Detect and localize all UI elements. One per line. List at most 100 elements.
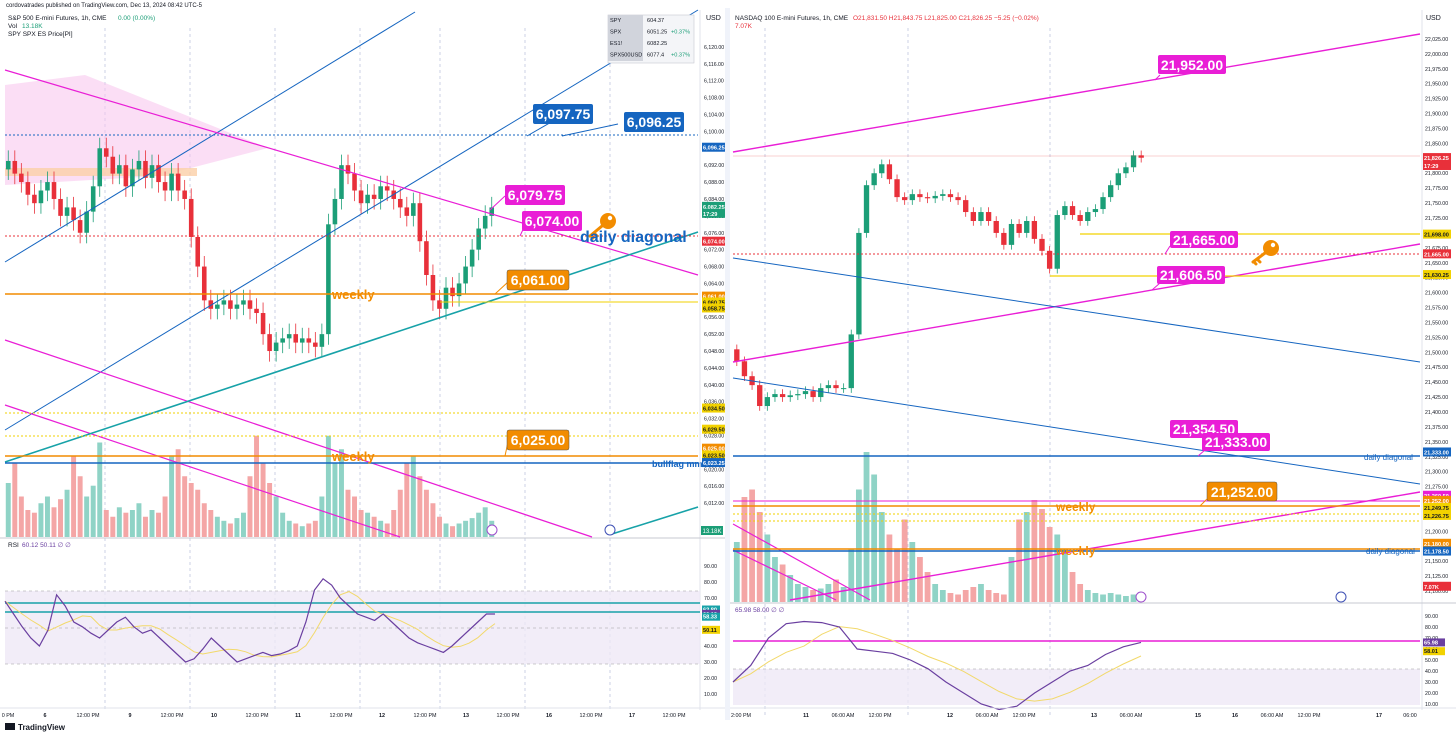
r-y-tick: 21,400.00 <box>1425 410 1448 416</box>
l-volume-bar <box>371 516 377 537</box>
left-key-icon <box>588 213 616 240</box>
l-volume-bar <box>443 523 449 537</box>
l-candle <box>469 249 475 267</box>
left-weekly-label-1: weekly <box>331 287 375 302</box>
l-y-tick: 6,116.00 <box>704 62 724 68</box>
l-y-tick: 6,012.00 <box>704 501 724 507</box>
l-volume-bar <box>234 518 240 537</box>
l-x-tick: 12:00 PM <box>413 713 437 719</box>
r-price-badge <box>1423 490 1451 500</box>
r-y-tick: 21,950.00 <box>1425 82 1448 88</box>
l-price-badge <box>702 291 726 301</box>
r-price-badge-label: 21,252.00 <box>1424 499 1449 505</box>
r-candle <box>1001 232 1007 245</box>
r-price-badge-label: 21,226.75 <box>1424 514 1449 520</box>
l-volume-bar <box>25 510 31 537</box>
r-rsi-tick: 20.00 <box>1425 691 1438 697</box>
right-daily-diagonal-label-1: daily diagonal <box>1364 453 1413 462</box>
l-volume-bar <box>280 512 286 537</box>
r-candle <box>741 361 748 377</box>
r-candle <box>802 391 809 395</box>
left-callout-6074-text: 6,074.00 <box>525 213 580 229</box>
r-candle <box>901 197 908 201</box>
l-price-badge <box>702 201 726 211</box>
l-price-badge-label: 17:29 <box>703 212 717 218</box>
r-candle <box>909 194 915 201</box>
tradingview-logo-text: TradingView <box>18 723 66 732</box>
publisher-caption: cordovatrades published on TradingView.c… <box>6 3 203 9</box>
l-y-tick: 6,016.00 <box>704 484 724 490</box>
r-candle <box>970 212 977 221</box>
l-volume-bar <box>391 510 397 537</box>
r-volume-bar <box>1069 572 1076 602</box>
r-candle <box>1092 209 1099 213</box>
l-volume-bar <box>352 496 358 537</box>
left-legend-title: S&P 500 E-mini Futures, 1h, CME <box>8 15 107 22</box>
r-rsi-tick: 40.00 <box>1425 669 1438 675</box>
r-volume-bar <box>1130 594 1137 602</box>
l-volume-bar <box>142 516 148 537</box>
l-price-badge <box>702 236 726 246</box>
left-watch-table: SPY 604.37 SPX 6051.25 +0.37% ES1! 6082.25 SPX5… <box>607 14 695 64</box>
l-volume-bar <box>260 462 266 537</box>
l-volume-bar <box>169 456 175 537</box>
l-price-badge <box>702 208 726 218</box>
right-callout-21606-text: 21,606.50 <box>1160 267 1222 283</box>
watch-table-symbol: SPX500USD <box>610 53 642 59</box>
r-y-tick: 21,325.00 <box>1425 455 1448 461</box>
r-price-badge <box>1423 495 1451 505</box>
r-y-tick: 21,300.00 <box>1425 470 1448 476</box>
l-volume-bar <box>208 510 214 537</box>
l-volume-bar <box>476 512 482 537</box>
l-y-tick: 6,076.00 <box>704 231 724 237</box>
r-candle <box>818 388 824 398</box>
r-rsi-badge-label: 58.01 <box>1424 649 1438 655</box>
r-volume-bar <box>863 452 870 602</box>
r-volume-bar <box>1039 509 1045 602</box>
r-y-tick: 21,350.00 <box>1425 440 1448 446</box>
r-y-tick: 21,525.00 <box>1425 335 1448 341</box>
r-candle <box>772 394 778 398</box>
r-candle <box>886 164 893 180</box>
l-x-tick: 12:00 PM <box>329 713 353 719</box>
right-callout-21252: 21,252.00 <box>1206 481 1278 502</box>
right-rsi-band <box>733 669 1420 705</box>
watch-table-value: 6051.25 <box>647 30 667 36</box>
right-weekly-label-2: weekly <box>1055 544 1096 558</box>
l-candle <box>319 334 325 347</box>
l-candle <box>162 182 168 191</box>
l-volume-bar <box>195 489 201 537</box>
r-x-tick: 2:00 PM <box>731 713 752 719</box>
r-candle <box>1115 173 1121 186</box>
l-volume-bar <box>103 510 109 537</box>
r-y-tick: 21,475.00 <box>1425 365 1448 371</box>
r-candle <box>810 391 816 398</box>
l-candle <box>64 207 70 216</box>
l-x-tick: 12:00 PM <box>245 713 269 719</box>
r-volume-bar <box>855 489 862 602</box>
r-price-badge-label: 21,180.00 <box>1424 542 1449 548</box>
r-rsi-badge-label: 65.98 <box>1424 640 1438 646</box>
r-candle <box>757 385 763 407</box>
l-candle <box>450 287 455 297</box>
left-daily-diagonal-label: daily diagonal <box>580 229 687 246</box>
r-price-badge <box>1423 160 1451 170</box>
left-rsi-band <box>5 591 700 664</box>
right-daily-diagonal-label-2: daily diagonal <box>1366 547 1415 556</box>
l-y-tick: 6,088.00 <box>704 180 724 186</box>
l-candle <box>443 287 449 309</box>
l-y-tick: 6,068.00 <box>704 265 724 271</box>
l-y-tick: 6,040.00 <box>704 383 724 389</box>
r-rsi-tick: 30.00 <box>1425 680 1438 686</box>
r-candle <box>1039 238 1045 251</box>
l-rsi-badge <box>702 612 720 621</box>
right-legend-title: NASDAQ 100 E-mini Futures, 1h, CME <box>735 15 849 22</box>
l-candle <box>286 334 292 339</box>
r-volume-bar <box>932 584 939 602</box>
l-volume-bar <box>338 449 344 537</box>
l-rsi-badge-label: 58.33 <box>703 615 717 621</box>
watch-table-symbol-cell <box>608 15 643 27</box>
r-y-tick: 21,800.00 <box>1425 171 1448 177</box>
left-callout-6025-text: 6,025.00 <box>511 432 566 448</box>
r-x-tick: 06:00 AM <box>1120 713 1143 719</box>
